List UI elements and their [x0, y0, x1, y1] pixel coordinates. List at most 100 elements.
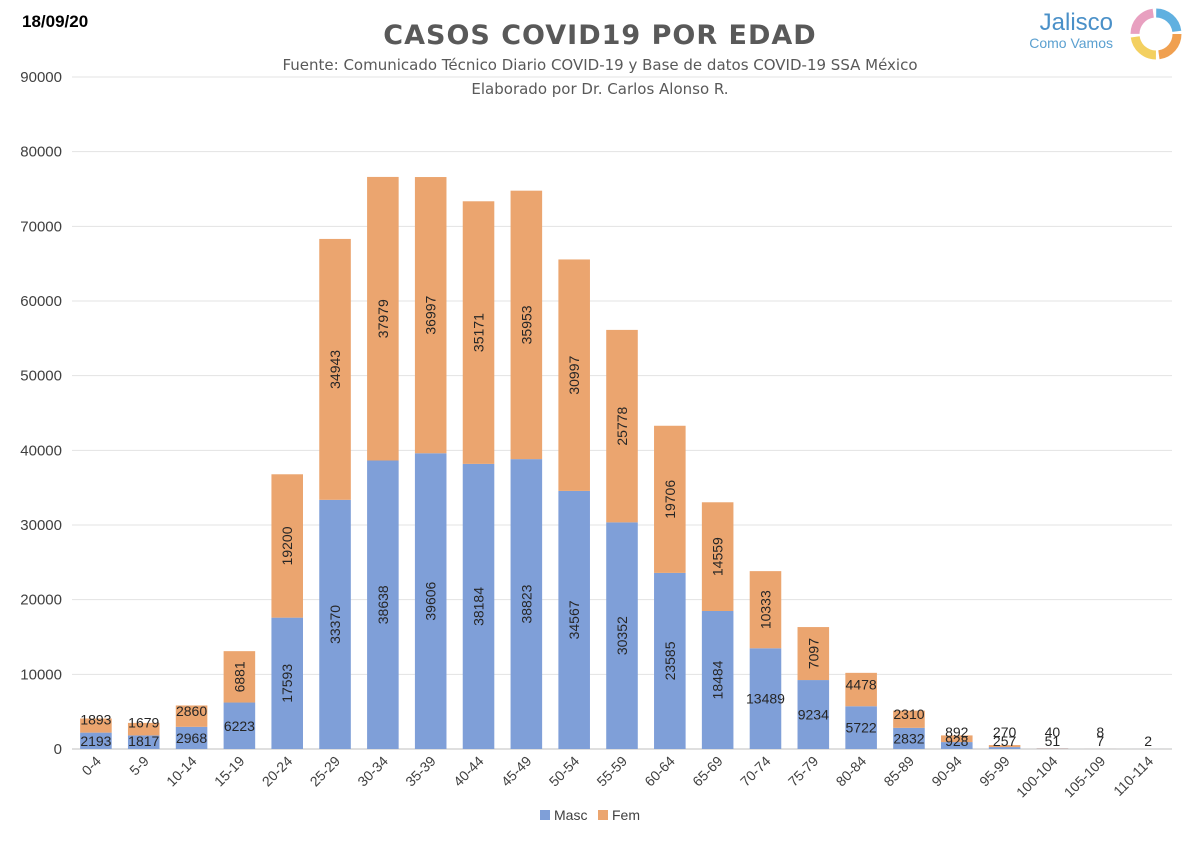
data-label-masc: 9234 — [798, 707, 829, 723]
data-label-masc: 2193 — [80, 733, 111, 749]
x-tick-label: 80-84 — [833, 753, 870, 790]
bar-masc — [558, 490, 590, 749]
y-tick-label: 20000 — [20, 592, 62, 609]
bar-fem — [462, 201, 495, 464]
logo-name: Jalisco — [1039, 9, 1113, 36]
bar-fem — [845, 672, 877, 707]
legend-label: Fem — [612, 807, 640, 823]
data-label-fem: 37979 — [375, 299, 391, 338]
data-label-fem: 4478 — [846, 677, 877, 693]
x-tick-label: 105-109 — [1061, 753, 1109, 801]
data-label-masc: 13489 — [746, 691, 785, 707]
data-label-fem: 8 — [1096, 724, 1104, 740]
x-tick-label: 95-99 — [976, 753, 1013, 790]
y-axis-ticks: 0 10000 20000 30000 40000 50000 60000 70000 8000… — [20, 69, 62, 758]
data-label-fem: 30997 — [566, 356, 582, 395]
jalisco-logo: Jalisco Como Vamos — [1018, 4, 1188, 66]
x-tick-label: 55-59 — [593, 753, 630, 790]
y-tick-label: 90000 — [20, 69, 62, 86]
data-label-masc: 928 — [945, 733, 969, 749]
x-tick-label: 35-39 — [402, 753, 439, 790]
y-tick-label: 60000 — [20, 293, 62, 310]
data-label-fem: 892 — [945, 724, 969, 740]
x-tick-label: 40-44 — [450, 753, 487, 790]
bars: 2193 1893 1817 1679 2968 2860 6223 6881 17593 192… — [80, 176, 1164, 749]
x-tick-label: 90-94 — [928, 753, 965, 790]
data-label-fem: 35953 — [518, 305, 534, 344]
data-label-fem: 35171 — [471, 313, 487, 352]
bar-masc — [845, 706, 877, 749]
data-label-fem: 36997 — [423, 295, 439, 334]
bar-fem — [510, 190, 543, 460]
x-tick-label: 110-114 — [1110, 753, 1156, 799]
bar-fem — [223, 651, 256, 703]
data-label-masc: 23585 — [662, 641, 678, 680]
data-label-masc: 38184 — [471, 587, 487, 626]
data-label-fem: 2310 — [893, 706, 924, 722]
y-tick-label: 50000 — [20, 368, 62, 385]
bar-fem — [127, 722, 160, 736]
x-tick-label: 5-9 — [126, 753, 152, 779]
bar-masc — [223, 702, 256, 749]
bar-masc — [175, 726, 208, 749]
bar-masc — [127, 735, 160, 749]
legend-label: Masc — [554, 807, 587, 823]
bar-masc — [654, 572, 686, 749]
chart-title: CASOS COVID19 POR EDAD — [383, 20, 817, 51]
x-tick-label: 0-4 — [78, 753, 104, 779]
data-label-masc: 51 — [1045, 733, 1061, 749]
bar-masc — [271, 617, 303, 749]
bar-fem — [319, 238, 351, 500]
bar-fem — [988, 745, 1021, 748]
y-tick-label: 40000 — [20, 442, 62, 459]
bar-fem — [414, 177, 447, 454]
legend-swatch — [540, 810, 550, 820]
data-label-masc: 18484 — [710, 660, 726, 699]
bar-masc — [797, 680, 830, 749]
data-label-fem: 40 — [1045, 724, 1061, 740]
data-label-masc: 30352 — [614, 616, 630, 655]
bar-masc — [988, 747, 1021, 749]
data-label-fem: 1679 — [128, 714, 159, 730]
data-label-fem: 7097 — [805, 638, 821, 669]
x-tick-label: 10-14 — [163, 753, 200, 790]
data-label-fem: 2860 — [176, 703, 207, 719]
x-tick-label: 60-64 — [641, 753, 678, 790]
legend: Masc Fem — [540, 807, 640, 823]
y-tick-label: 0 — [54, 741, 62, 758]
data-label-masc: 6223 — [224, 718, 255, 734]
bar-masc — [606, 522, 638, 749]
x-tick-label: 15-19 — [211, 753, 248, 790]
bar-fem — [893, 710, 925, 728]
x-axis-ticks: 0-4 5-9 10-14 15-19 20-24 25-29 30-34 35-39 40-4… — [78, 753, 1156, 801]
bar-fem — [175, 705, 208, 727]
bar-masc — [367, 460, 399, 749]
x-tick-label: 50-54 — [546, 753, 583, 790]
y-tick-label: 80000 — [20, 144, 62, 161]
y-tick-label: 70000 — [20, 218, 62, 235]
date-label: 18/09/20 — [22, 12, 89, 31]
x-tick-label: 85-89 — [880, 753, 917, 790]
bar-fem — [80, 718, 112, 733]
data-label-masc: 7 — [1096, 733, 1104, 749]
bar-fem — [749, 571, 782, 649]
data-label-fem: 19706 — [662, 480, 678, 519]
data-label-masc: 5722 — [846, 720, 877, 736]
x-tick-label: 100-104 — [1013, 753, 1061, 801]
x-tick-label: 70-74 — [737, 753, 774, 790]
bar-masc — [893, 727, 925, 749]
bar-fem — [941, 735, 973, 743]
chart-subtitle-author: Elaborado por Dr. Carlos Alonso R. — [471, 80, 729, 98]
x-tick-label: 75-79 — [785, 753, 822, 790]
data-label-masc: 2832 — [893, 730, 924, 746]
bar-fem — [654, 425, 686, 573]
bar-masc — [510, 459, 543, 749]
bar-masc — [319, 499, 351, 749]
data-label-masc: 38823 — [518, 584, 534, 623]
bar-fem — [558, 259, 590, 491]
data-label-fem: 6881 — [231, 661, 247, 692]
data-label-fem: 10333 — [757, 590, 773, 629]
bar-fem — [606, 329, 638, 523]
legend-swatch — [598, 810, 608, 820]
